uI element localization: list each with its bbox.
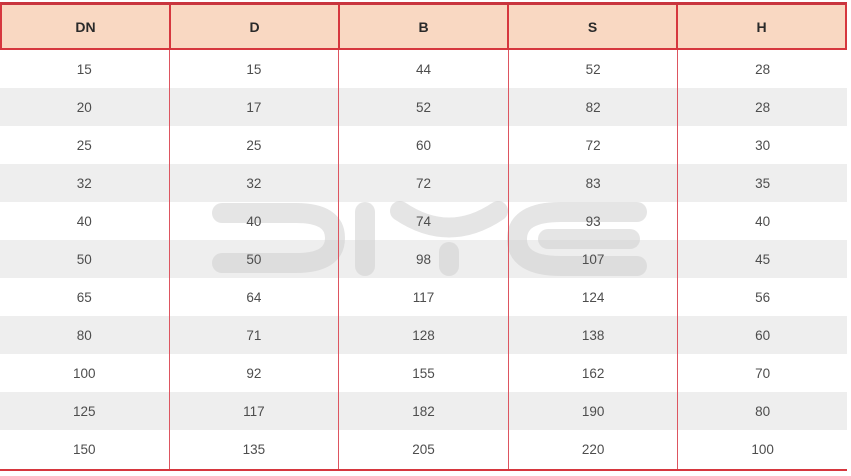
table-cell: 155 [339, 354, 509, 393]
table-cell: 45 [755, 251, 771, 267]
table-cell: 32 [170, 164, 340, 203]
column-header-s: S [509, 5, 678, 48]
table-cell: 92 [170, 354, 340, 393]
table-cell: 15 [170, 50, 340, 89]
table-cell: 124 [509, 278, 679, 317]
table-row: 80 71 128 138 60 [0, 316, 847, 355]
row-stripes [0, 50, 847, 468]
table-row: 65 64 117 124 56 [0, 278, 847, 317]
table-cell: 60 [755, 327, 771, 343]
table-cell: 82 [509, 88, 679, 127]
table-cell: 74 [339, 202, 509, 241]
table-cell: 117 [170, 392, 340, 431]
table-row: 25 25 60 72 30 [0, 126, 847, 165]
table-cell: 56 [755, 289, 771, 305]
table-cell: 30 [755, 137, 771, 153]
column-header-h: H [756, 18, 767, 35]
table-cell: 220 [509, 430, 679, 469]
table-cell: 80 [0, 316, 170, 355]
table-cell: 50 [0, 240, 170, 279]
table-cell: 71 [170, 316, 340, 355]
table-cell: 205 [339, 430, 509, 469]
table-cell: 15 [0, 50, 170, 89]
table-cell: 117 [339, 278, 509, 317]
table-row: 32 32 72 83 35 [0, 164, 847, 203]
table-cell: 162 [509, 354, 679, 393]
table-row: 100 92 155 162 70 [0, 354, 847, 393]
table-cell: 25 [170, 126, 340, 165]
table-cell: 32 [0, 164, 170, 203]
table-cell: 40 [0, 202, 170, 241]
table-cell: 72 [339, 164, 509, 203]
table-cell: 25 [0, 126, 170, 165]
table-row: 125 117 182 190 80 [0, 392, 847, 431]
table-cell: 35 [755, 175, 771, 191]
table-cell: 65 [0, 278, 170, 317]
table-cell: 135 [170, 430, 340, 469]
column-header-dn: DN [2, 5, 171, 48]
table-cell: 72 [509, 126, 679, 165]
table-cell: 128 [339, 316, 509, 355]
table-cell: 150 [0, 430, 170, 469]
table-cell: 52 [509, 50, 679, 89]
table-cell: 138 [509, 316, 679, 355]
table-cell: 80 [755, 403, 771, 419]
table-cell: 28 [755, 61, 771, 77]
table-cell: 70 [755, 365, 771, 381]
table-cell: 40 [755, 213, 771, 229]
table-cell: 40 [170, 202, 340, 241]
table-row: 15 15 44 52 28 [0, 50, 847, 89]
table-cell: 60 [339, 126, 509, 165]
table-cell: 100 [0, 354, 170, 393]
column-header-d: D [171, 5, 340, 48]
table-cell: 44 [339, 50, 509, 89]
table-cell: 20 [0, 88, 170, 127]
table-row: 40 40 74 93 40 [0, 202, 847, 241]
table-cell: 28 [755, 99, 771, 115]
table-row: 150 135 205 220 100 [0, 430, 847, 469]
table-header-row: DN D B S H [0, 2, 847, 50]
table-cell: 100 [751, 441, 774, 457]
table-cell: 50 [170, 240, 340, 279]
table-cell: 182 [339, 392, 509, 431]
table-row: 20 17 52 82 28 [0, 88, 847, 127]
table-row: 50 50 98 107 45 [0, 240, 847, 279]
table-cell: 17 [170, 88, 340, 127]
table-cell: 107 [509, 240, 679, 279]
column-header-b: B [340, 5, 509, 48]
table-cell: 83 [509, 164, 679, 203]
table-cell: 64 [170, 278, 340, 317]
table-cell: 52 [339, 88, 509, 127]
table-body: 15 15 44 52 28 20 17 52 82 28 25 25 60 72 30 32 32 72 83 35… [0, 50, 847, 471]
table-cell: 125 [0, 392, 170, 431]
table-cell: 93 [509, 202, 679, 241]
table-cell: 98 [339, 240, 509, 279]
table-cell: 190 [509, 392, 679, 431]
